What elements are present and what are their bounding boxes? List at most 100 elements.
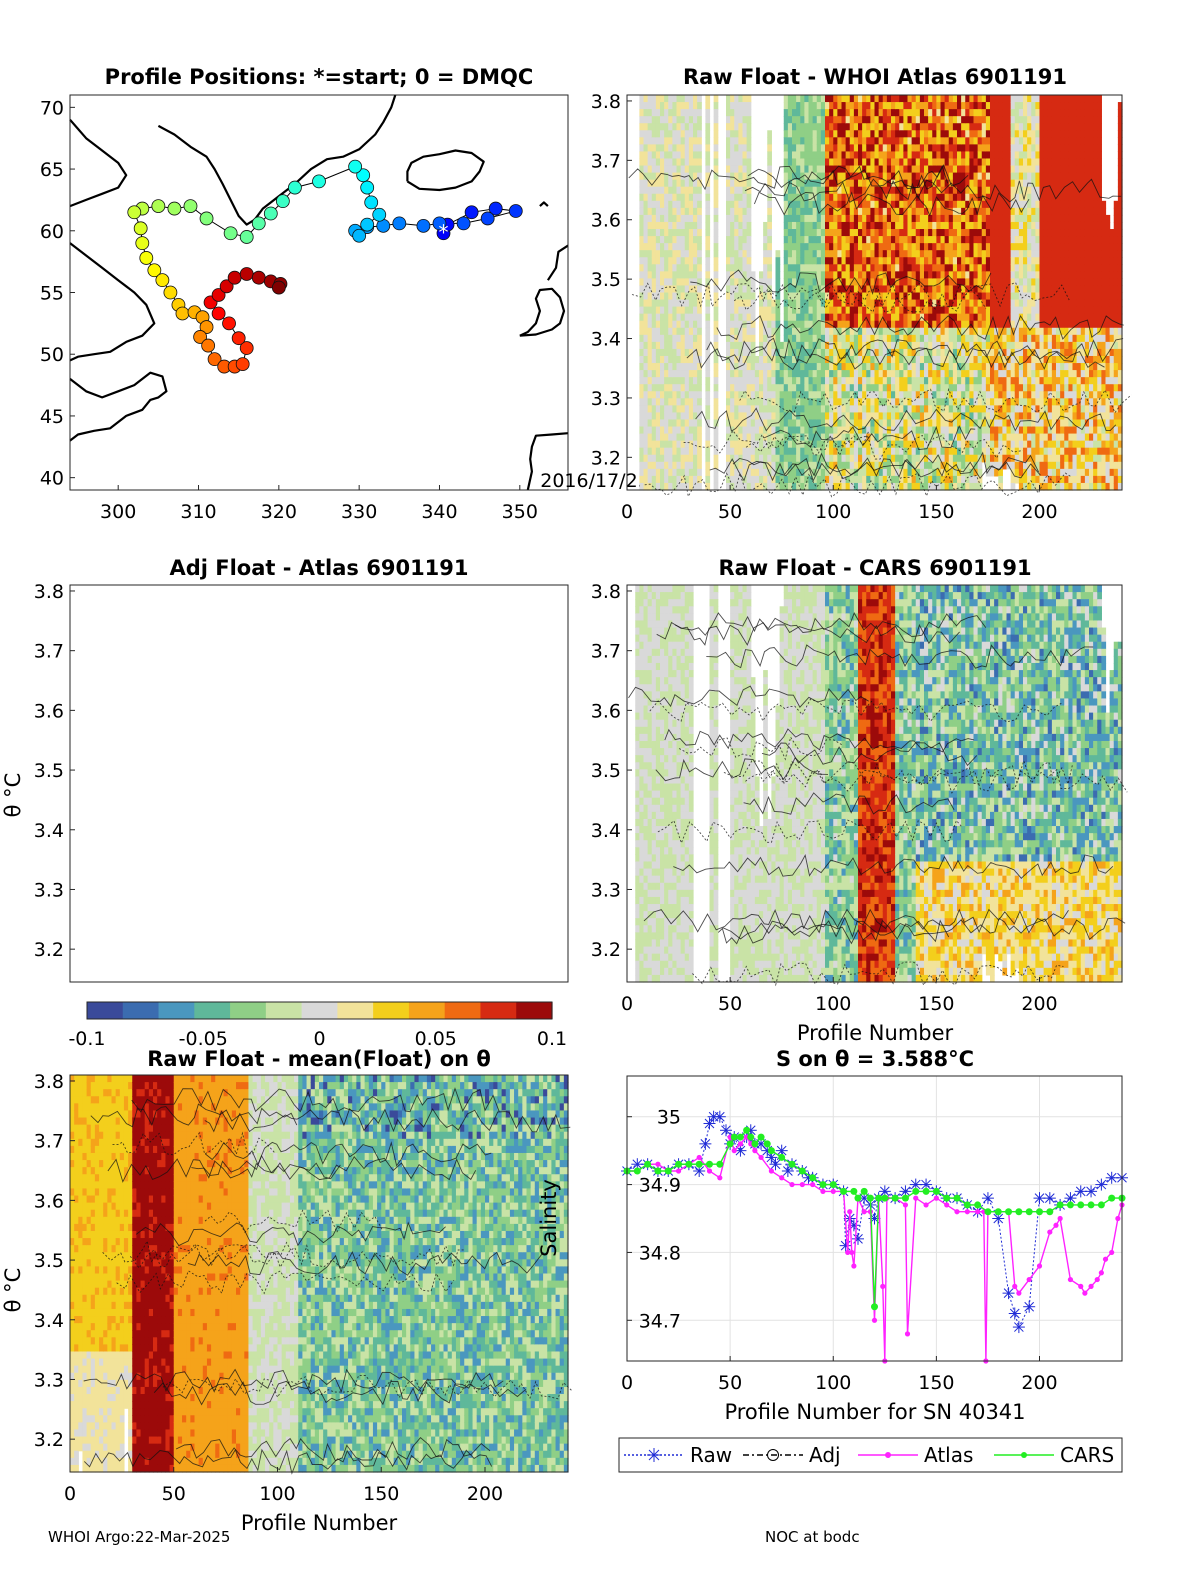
heatmap-cell: [879, 377, 884, 385]
heatmap-cell: [821, 363, 826, 371]
heatmap-cell: [965, 483, 970, 491]
heatmap-cell: [743, 293, 748, 301]
heatmap-cell: [1007, 130, 1012, 138]
heatmap-cell: [945, 215, 950, 223]
heatmap-cell: [730, 384, 735, 392]
heatmap-cell: [903, 102, 908, 110]
heatmap-cell: [994, 427, 999, 435]
heatmap-cell: [800, 448, 805, 456]
heatmap-cell: [809, 448, 814, 456]
heatmap-cell: [994, 137, 999, 145]
heatmap-cell: [1019, 483, 1024, 491]
heatmap-cell: [895, 448, 900, 456]
heatmap-cell: [862, 151, 867, 159]
heatmap-cell: [924, 215, 929, 223]
heatmap-cell: [974, 384, 979, 392]
heatmap-cell: [854, 356, 859, 364]
heatmap-cell: [916, 455, 921, 463]
heatmap-cell: [846, 257, 851, 265]
heatmap-cell: [681, 462, 686, 470]
heatmap-cell: [833, 356, 838, 364]
heatmap-cell: [846, 158, 851, 166]
heatmap-cell: [705, 448, 710, 456]
heatmap-cell: [639, 321, 644, 329]
heatmap-cell: [664, 264, 669, 272]
heatmap-cell: [660, 307, 665, 315]
heatmap-cell: [994, 300, 999, 308]
heatmap-cell: [941, 95, 946, 103]
heatmap-cell: [837, 335, 842, 343]
heatmap-cell: [821, 109, 826, 117]
heatmap-cell: [850, 144, 855, 152]
heatmap-cell: [705, 130, 710, 138]
heatmap-cell: [916, 412, 921, 420]
heatmap-cell: [945, 434, 950, 442]
heatmap-cell: [891, 307, 896, 315]
heatmap-cell: [850, 257, 855, 265]
heatmap-cell: [854, 229, 859, 237]
heatmap-cell: [648, 448, 653, 456]
heatmap-cell: [730, 229, 735, 237]
heatmap-cell: [800, 398, 805, 406]
heatmap-cell: [903, 363, 908, 371]
heatmap-cell: [689, 462, 694, 470]
heatmap-cell: [734, 342, 739, 350]
heatmap-cell: [804, 370, 809, 378]
heatmap-cell: [639, 363, 644, 371]
heatmap-cell: [767, 257, 772, 265]
heatmap-cell: [747, 130, 752, 138]
heatmap-cell: [941, 236, 946, 244]
heatmap-cell: [788, 384, 793, 392]
heatmap-cell: [1002, 455, 1007, 463]
heatmap-cell: [800, 257, 805, 265]
heatmap-cell: [883, 476, 888, 484]
heatmap-cell: [796, 363, 801, 371]
heatmap-cell: [668, 166, 673, 174]
heatmap-cell: [656, 462, 661, 470]
heatmap-cell: [912, 208, 917, 216]
heatmap-cell: [1019, 434, 1024, 442]
heatmap-cell: [817, 293, 822, 301]
heatmap-cell: [705, 116, 710, 124]
heatmap-cell: [714, 257, 719, 265]
heatmap-cell: [644, 215, 649, 223]
heatmap-cell: [1002, 123, 1007, 131]
heatmap-cell: [763, 300, 768, 308]
heatmap-cell: [903, 314, 908, 322]
heatmap-cell: [1007, 307, 1012, 315]
heatmap-cell: [965, 215, 970, 223]
heatmap-cell: [697, 102, 702, 110]
heatmap-cell: [1011, 229, 1016, 237]
heatmap-cell: [974, 356, 979, 364]
heatmap-cell: [693, 405, 698, 413]
heatmap-cell: [660, 321, 665, 329]
heatmap-cell: [928, 335, 933, 343]
heatmap-cell: [652, 356, 657, 364]
heatmap-cell: [953, 271, 958, 279]
heatmap-cell: [1019, 236, 1024, 244]
heatmap-cell: [858, 236, 863, 244]
heatmap-cell: [800, 405, 805, 413]
heatmap-cell: [866, 208, 871, 216]
heatmap-cell: [1007, 215, 1012, 223]
heatmap-cell: [738, 250, 743, 258]
heatmap-cell: [759, 271, 764, 279]
heatmap-cell: [846, 285, 851, 293]
heatmap-cell: [953, 222, 958, 230]
heatmap-cell: [982, 201, 987, 209]
heatmap-cell: [689, 398, 694, 406]
heatmap-cell: [903, 137, 908, 145]
heatmap-cell: [825, 151, 830, 159]
heatmap-cell: [763, 469, 768, 477]
heatmap-cell: [804, 271, 809, 279]
map-ytick-label: 40: [40, 468, 64, 490]
heatmap-cell: [866, 222, 871, 230]
heatmap-cell: [1011, 335, 1016, 343]
heatmap-cell: [705, 137, 710, 145]
heatmap-cell: [883, 215, 888, 223]
heatmap-cell: [747, 264, 752, 272]
heatmap-cell: [924, 158, 929, 166]
heatmap-cell: [747, 102, 752, 110]
heatmap-cell: [846, 434, 851, 442]
heatmap-cell: [965, 222, 970, 230]
